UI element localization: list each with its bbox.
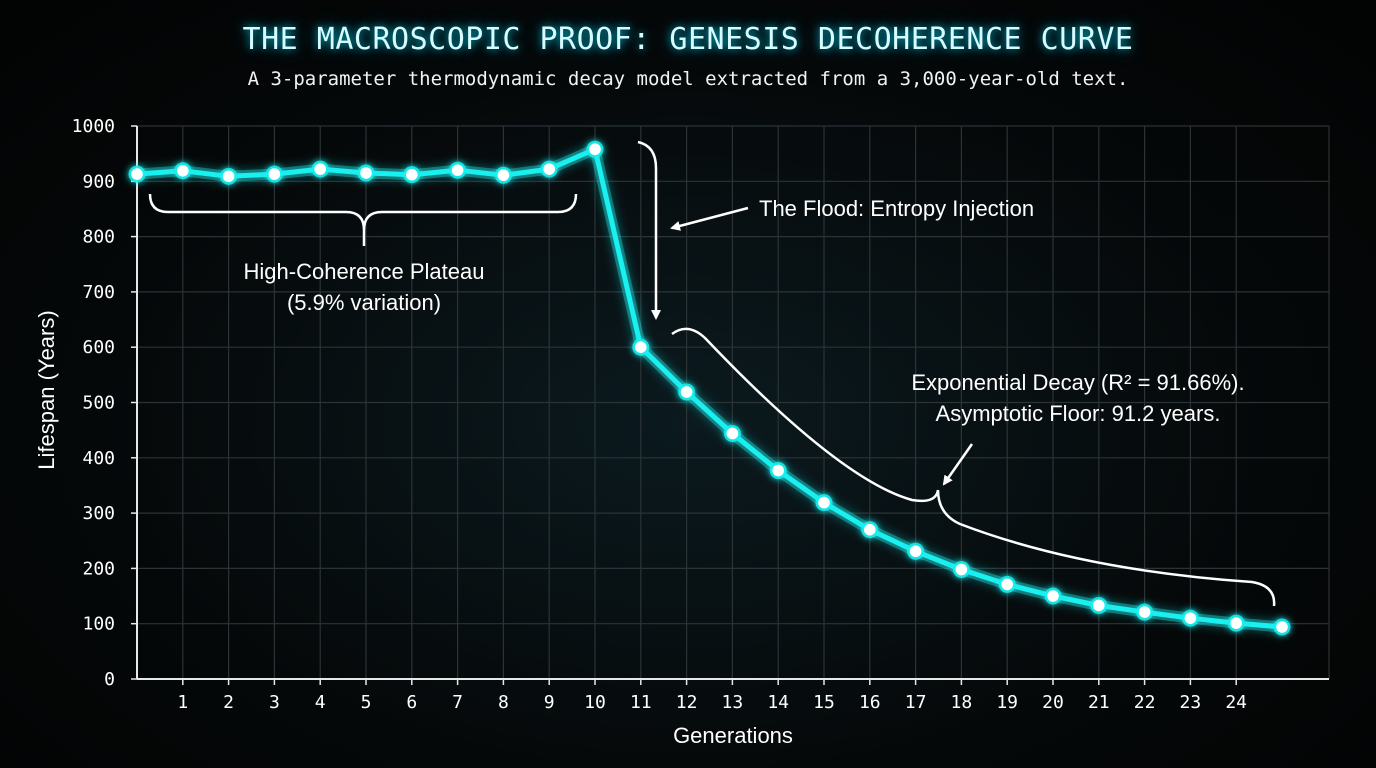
flood-down-arrow <box>637 140 661 320</box>
flood-label: The Flood: Entropy Injection <box>759 196 1034 221</box>
y-tick-label: 900 <box>82 171 115 192</box>
data-point <box>314 163 327 175</box>
x-tick-label: 17 <box>905 692 927 713</box>
x-tick-label: 20 <box>1042 692 1064 713</box>
x-tick-label: 23 <box>1180 692 1202 713</box>
data-point <box>177 164 189 177</box>
plateau-variation-label: (5.9% variation) <box>287 290 441 315</box>
x-tick-label: 1 <box>177 692 188 713</box>
y-tick-label: 700 <box>82 282 115 303</box>
data-point <box>360 167 372 179</box>
data-point <box>589 143 601 156</box>
x-tick-label: 2 <box>223 692 234 713</box>
decay-brace <box>671 327 1276 607</box>
data-point <box>726 427 739 440</box>
data-point <box>268 168 281 180</box>
y-tick-label: 1000 <box>72 116 115 137</box>
data-point <box>955 563 968 576</box>
data-point <box>680 386 693 398</box>
data-point <box>451 164 464 177</box>
x-tick-label: 14 <box>767 692 789 713</box>
decay-annotation: Exponential Decay (R² = 91.66%). Asympto… <box>671 327 1276 607</box>
x-tick-label: 16 <box>859 692 881 713</box>
data-point <box>131 168 143 180</box>
data-point <box>818 496 830 509</box>
data-point <box>909 545 922 558</box>
data-point <box>222 170 235 183</box>
y-tick-label: 100 <box>82 614 115 635</box>
x-tick-label: 21 <box>1088 692 1110 713</box>
x-tick-label: 4 <box>315 692 326 713</box>
asymptotic-floor-label: Asymptotic Floor: 91.2 years. <box>936 401 1221 426</box>
x-tick-label: 3 <box>269 692 280 713</box>
x-tick-label: 9 <box>544 692 555 713</box>
y-tick-label: 300 <box>82 503 115 524</box>
x-tick-label: 11 <box>630 692 652 713</box>
data-point <box>1138 606 1151 618</box>
data-point <box>1230 617 1242 629</box>
x-tick-label: 12 <box>676 692 698 713</box>
flood-annotation: The Flood: Entropy Injection <box>637 140 1034 320</box>
x-tick-label: 7 <box>452 692 463 713</box>
x-axis-label: Generations <box>673 723 793 748</box>
x-tick-label: 6 <box>406 692 417 713</box>
y-tick-label: 400 <box>82 448 115 469</box>
data-point <box>1093 599 1105 612</box>
plateau-annotation: High-Coherence Plateau (5.9% variation) <box>148 193 578 315</box>
data-point <box>497 169 510 182</box>
y-tick-label: 500 <box>82 393 115 414</box>
x-tick-label: 22 <box>1134 692 1156 713</box>
plateau-label: High-Coherence Plateau <box>244 259 485 284</box>
chart-title: THE MACROSCOPIC PROOF: GENESIS DECOHEREN… <box>242 22 1134 57</box>
plateau-brace <box>148 193 578 246</box>
y-tick-label: 800 <box>82 227 115 248</box>
x-tick-label: 24 <box>1225 692 1247 713</box>
data-point <box>1047 590 1059 602</box>
decay-pointer-arrow <box>942 443 974 486</box>
data-point <box>635 341 647 354</box>
y-tick-label: 200 <box>82 558 115 579</box>
data-point <box>864 523 876 536</box>
chart-subtitle: A 3-parameter thermodynamic decay model … <box>247 68 1129 90</box>
x-tick-label: 8 <box>498 692 509 713</box>
y-axis-label: Lifespan (Years) <box>34 310 59 469</box>
x-tick-label: 5 <box>361 692 372 713</box>
x-tick-label: 13 <box>722 692 744 713</box>
flood-pointer-arrow <box>670 206 749 231</box>
x-tick-label: 18 <box>951 692 973 713</box>
x-tick-label: 15 <box>813 692 835 713</box>
data-point <box>1184 612 1197 624</box>
data-point <box>772 464 784 477</box>
data-point <box>543 163 555 175</box>
data-point <box>1276 621 1288 633</box>
data-point <box>406 168 418 181</box>
data-point <box>1001 578 1013 591</box>
x-tick-label: 19 <box>996 692 1018 713</box>
x-tick-label: 10 <box>584 692 606 713</box>
y-tick-label: 600 <box>82 337 115 358</box>
decay-fit-label: Exponential Decay (R² = 91.66%). <box>911 370 1244 395</box>
y-tick-label: 0 <box>104 669 115 690</box>
